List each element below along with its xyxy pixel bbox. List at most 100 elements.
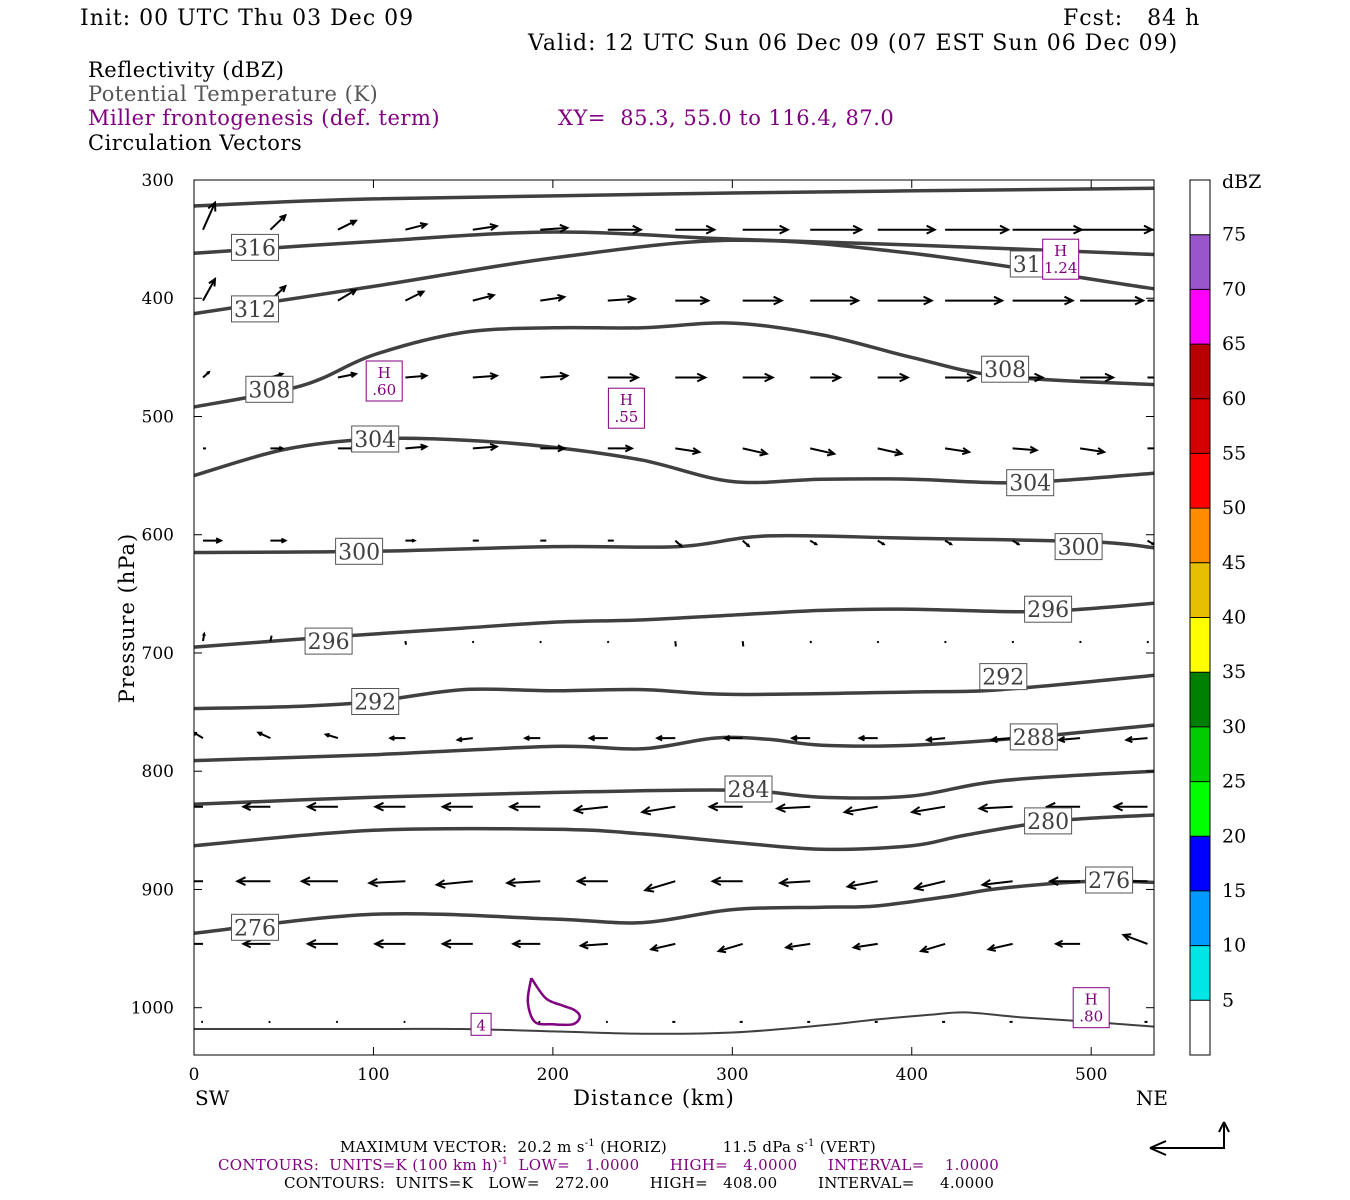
circulation-vector-head xyxy=(367,877,379,888)
theta-contour-label: 300 xyxy=(338,540,380,565)
miller-contour xyxy=(526,977,582,1027)
circulation-vector-head xyxy=(980,879,992,889)
circulation-vector-head xyxy=(1165,445,1171,451)
circulation-vector-head xyxy=(206,370,211,375)
circulation-vector xyxy=(1123,933,1148,945)
y-tick-label: 700 xyxy=(142,644,174,664)
colorbar-tick-label: 35 xyxy=(1222,661,1246,683)
circulation-vector-head xyxy=(373,801,384,812)
circulation-vector xyxy=(674,640,677,647)
circulation-vector-head xyxy=(759,448,769,457)
circulation-vector-head xyxy=(722,734,731,742)
circulation-vector xyxy=(844,805,878,814)
forecast-hour: Fcst: 84 h xyxy=(1063,6,1201,31)
circulation-vector xyxy=(404,640,407,645)
circulation-vector-head xyxy=(640,806,652,816)
circulation-vector xyxy=(988,942,1013,951)
theta-contour-label: 304 xyxy=(354,428,396,453)
colorbar-swatch xyxy=(1190,945,1210,1001)
circulation-vector-head xyxy=(179,804,186,810)
colorbar-tick-label: 65 xyxy=(1222,333,1246,355)
circulation-vector xyxy=(777,805,811,810)
circulation-vector-head xyxy=(1121,933,1132,942)
theta-contour-label: 296 xyxy=(308,630,350,655)
circulation-vector xyxy=(337,288,357,302)
circulation-vector-head xyxy=(857,734,865,742)
circulation-vector-head xyxy=(559,371,570,381)
theta-contour-label: 288 xyxy=(1013,726,1055,751)
circulation-vector-head xyxy=(845,880,857,890)
theta-contour-label: 316 xyxy=(234,236,276,261)
footer-contours-theta: CONTOURS: UNITS=K LOW= 272.00 HIGH= 408.… xyxy=(284,1174,995,1192)
circulation-vector xyxy=(1059,737,1081,741)
circulation-vector-head xyxy=(993,295,1005,306)
miller-max-label: H xyxy=(1054,242,1067,260)
circulation-vector xyxy=(540,374,568,379)
circulation-vector xyxy=(405,223,427,231)
circulation-vector-head xyxy=(349,288,358,296)
circulation-vector-head xyxy=(279,213,288,222)
x-tick-label: 200 xyxy=(537,1065,569,1085)
circulation-vector xyxy=(645,880,676,892)
circulation-vector-head xyxy=(420,372,429,380)
circulation-vector-head xyxy=(716,945,727,954)
colorbar-swatch xyxy=(1190,672,1210,727)
theta-contour-label-box xyxy=(245,375,294,403)
circulation-vector xyxy=(540,296,565,302)
circulation-vector-head xyxy=(1134,295,1146,306)
circulation-vector-head xyxy=(511,939,522,949)
circulation-vector-head xyxy=(349,219,358,227)
colorbar-swatch xyxy=(1190,234,1210,290)
circulation-vector-head xyxy=(215,537,224,544)
circulation-vector xyxy=(718,942,743,953)
circulation-vector-head xyxy=(692,447,702,456)
colorbar-tick-label: 30 xyxy=(1222,716,1246,738)
theta-contour-label: 292 xyxy=(354,691,396,716)
circulation-vector-head xyxy=(831,372,843,383)
colorbar-swatch xyxy=(1190,781,1210,837)
circulation-vector-head xyxy=(440,939,452,949)
circulation-vector xyxy=(607,297,635,302)
theta-contour-label-box xyxy=(231,295,279,323)
colorbar-swatch xyxy=(1190,289,1210,345)
colorbar-tick-label: 40 xyxy=(1222,607,1246,629)
theta-contour xyxy=(194,769,1154,807)
max-vector-key-head-up xyxy=(1218,1121,1230,1133)
theta-contour-label: 280 xyxy=(1027,810,1069,835)
colorbar-swatch xyxy=(1190,453,1210,509)
circulation-vector xyxy=(269,214,287,231)
colorbar-tick-label: 5 xyxy=(1222,989,1234,1011)
circulation-vector-head xyxy=(632,224,644,235)
circulation-vector-head xyxy=(1096,447,1107,456)
colorbar-swatch xyxy=(1190,836,1210,891)
circulation-vector-head xyxy=(649,943,659,952)
plot-frame xyxy=(193,179,1155,1056)
circulation-vector-head xyxy=(241,802,252,812)
circulation-vector-head xyxy=(280,537,288,544)
circulation-vector-head xyxy=(420,443,429,451)
circulation-vector xyxy=(1012,447,1037,452)
circulation-vector xyxy=(404,290,424,302)
y-tick-label: 600 xyxy=(142,526,174,546)
miller-max-label: H xyxy=(620,391,633,409)
circulation-vector xyxy=(780,880,811,884)
circulation-vector-head xyxy=(989,735,998,744)
circulation-vector xyxy=(876,640,880,644)
circulation-vector xyxy=(202,202,216,231)
circulation-vector-head xyxy=(1016,541,1021,546)
circulation-vector-head xyxy=(773,295,785,306)
circulation-vector-head xyxy=(587,734,596,742)
circulation-vector-head xyxy=(241,939,252,949)
circulation-vector-head xyxy=(814,541,819,546)
circulation-vector-head xyxy=(279,284,288,293)
colorbar-tick-label: 10 xyxy=(1222,935,1246,957)
circulation-vector-head xyxy=(923,295,935,306)
circulation-vector-head xyxy=(557,293,567,302)
circulation-vector-head xyxy=(1124,735,1133,744)
x-tick-label: 400 xyxy=(896,1065,928,1085)
circulation-vector xyxy=(1079,447,1105,453)
circulation-vector xyxy=(337,372,357,379)
circulation-vector-head xyxy=(323,732,330,738)
miller-max-box xyxy=(1042,238,1080,280)
circulation-vector-head xyxy=(999,224,1011,235)
